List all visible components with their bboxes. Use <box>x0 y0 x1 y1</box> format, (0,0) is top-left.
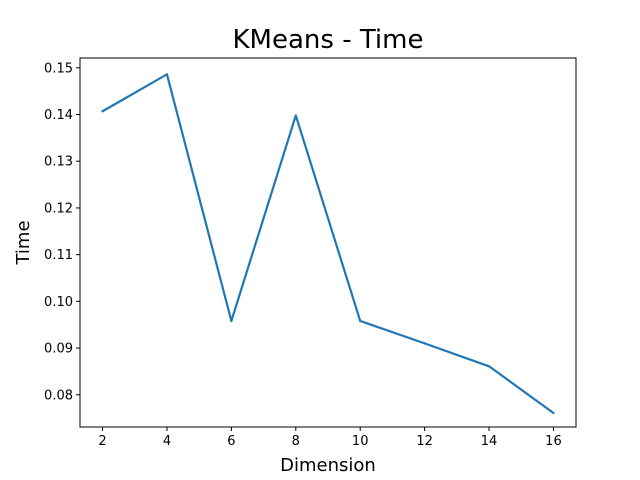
series-line <box>101 73 555 415</box>
x-tick-label: 4 <box>163 434 171 449</box>
data-point <box>101 110 104 113</box>
y-tick-label: 0.11 <box>44 248 73 263</box>
y-tick-label: 0.10 <box>44 295 73 310</box>
x-tick-label: 10 <box>352 434 369 449</box>
y-tick-label: 0.12 <box>44 201 73 216</box>
x-axis-label: Dimension <box>280 455 376 476</box>
series-layer <box>101 73 555 415</box>
y-tick-label: 0.13 <box>44 155 73 170</box>
data-point <box>230 319 233 323</box>
plot-frame <box>79 57 577 428</box>
x-tick-label: 8 <box>292 434 300 449</box>
data-point <box>165 73 169 76</box>
x-tick-label: 6 <box>227 434 235 449</box>
chart-title: KMeans - Time <box>233 25 424 55</box>
x-tick-label: 14 <box>481 434 498 449</box>
x-tick-label: 16 <box>545 434 562 449</box>
y-tick-label: 0.14 <box>44 108 73 123</box>
y-axis-label: Time <box>13 220 34 265</box>
data-point <box>423 342 426 345</box>
y-tick-label: 0.09 <box>44 342 73 357</box>
y-axis: 0.08 0.09 0.10 0.11 0.12 0.13 0.14 0.15 <box>44 61 80 403</box>
y-tick-label: 0.08 <box>44 388 73 403</box>
x-axis: 2 4 6 8 10 12 14 16 <box>98 427 562 449</box>
data-point <box>487 365 491 368</box>
x-tick-label: 2 <box>98 434 106 449</box>
x-tick-label: 12 <box>416 434 433 449</box>
data-point <box>294 114 297 117</box>
data-point <box>359 319 362 323</box>
y-tick-label: 0.15 <box>44 61 73 76</box>
data-point <box>552 411 555 415</box>
